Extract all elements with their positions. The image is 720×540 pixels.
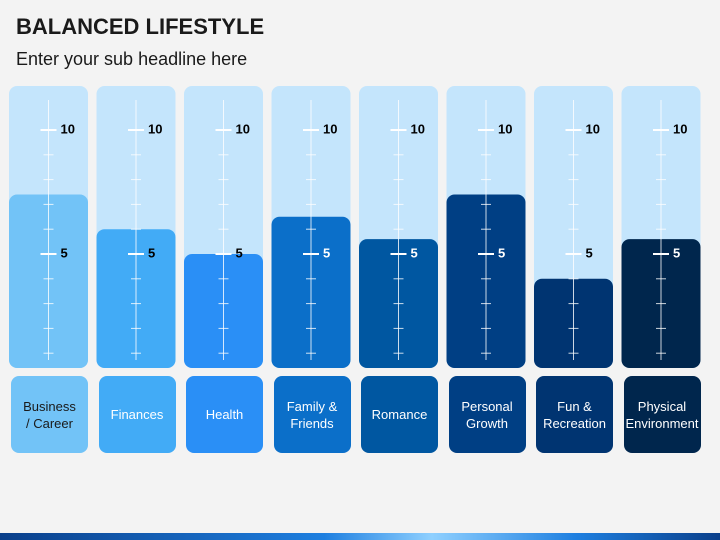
category-label: Health	[186, 376, 263, 453]
tick-label: 5	[148, 245, 155, 260]
tick-label: 10	[148, 121, 162, 136]
category-label: Business / Career	[11, 376, 88, 453]
category-label: Finances	[98, 376, 176, 453]
tick-label: 10	[673, 121, 687, 136]
tick-label: 5	[498, 245, 505, 260]
tick-label: 10	[61, 121, 75, 136]
tick-label: 10	[323, 121, 337, 136]
tick-label: 5	[236, 245, 243, 260]
tick-label: 5	[323, 245, 330, 260]
category-label: Fun & Recreation	[536, 376, 613, 453]
tick-label: 5	[673, 245, 680, 260]
tick-label: 5	[61, 245, 68, 260]
title: BALANCED LIFESTYLE	[16, 14, 265, 39]
category-label: Personal Growth	[448, 376, 526, 453]
category-label: Physical Environment	[623, 376, 701, 453]
tick-label: 10	[586, 121, 600, 136]
category-label: Family & Friends	[273, 376, 351, 453]
category-label: Romance	[361, 376, 438, 453]
tick-label: 10	[236, 121, 250, 136]
footer-strip	[0, 533, 720, 540]
tick-label: 10	[411, 121, 425, 136]
tick-label: 5	[586, 245, 593, 260]
tick-label: 5	[411, 245, 418, 260]
tick-label: 10	[498, 121, 512, 136]
subtitle: Enter your sub headline here	[16, 49, 248, 69]
